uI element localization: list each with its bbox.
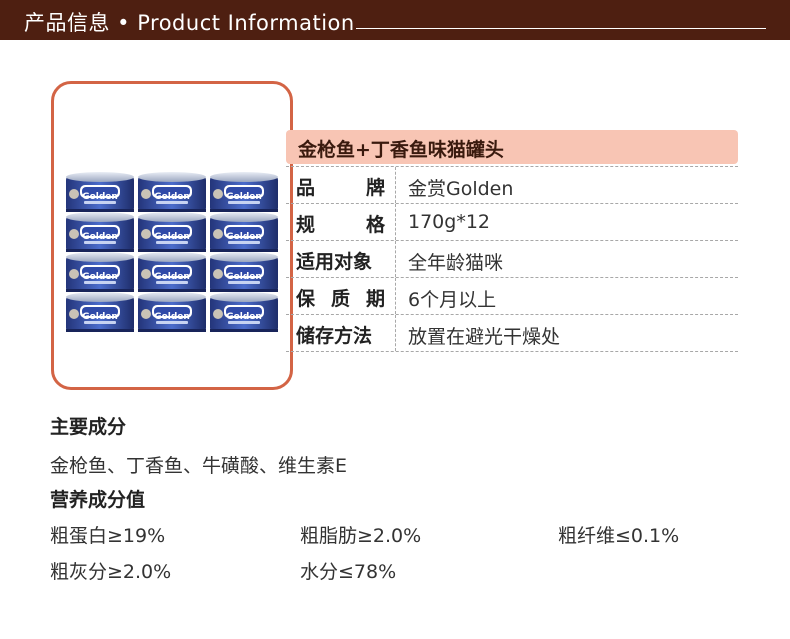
can-label: Golden bbox=[154, 232, 190, 242]
header-divider bbox=[356, 28, 766, 29]
ingredients-text: 金枪鱼、丁香鱼、牛磺酸、维生素E bbox=[50, 455, 348, 477]
product-image-frame: Golden Golden Golden Golden Golden Golde… bbox=[51, 81, 293, 390]
can-label: Golden bbox=[82, 312, 118, 322]
can-label: Golden bbox=[82, 192, 118, 202]
spec-value: 170g*12 bbox=[408, 211, 491, 233]
can-label: Golden bbox=[82, 232, 118, 242]
spec-label: 保 质 期 bbox=[286, 278, 396, 314]
spec-label: 储存方法 bbox=[286, 315, 396, 351]
spec-label: 规 格 bbox=[286, 204, 396, 240]
spec-row-size: 规 格 170g*12 bbox=[286, 204, 738, 241]
can-label: Golden bbox=[226, 312, 262, 322]
can-label: Golden bbox=[82, 272, 118, 282]
spec-label: 品 牌 bbox=[286, 167, 396, 203]
product-image: Golden Golden Golden Golden Golden Golde… bbox=[66, 172, 278, 332]
spec-value: 放置在避光干燥处 bbox=[408, 326, 561, 348]
spec-label: 适用对象 bbox=[286, 241, 396, 277]
can-label: Golden bbox=[226, 272, 262, 282]
spec-value: 6个月以上 bbox=[408, 289, 497, 311]
header-bar: 产品信息 • Product Information bbox=[0, 0, 790, 40]
spec-row-target: 适用对象 全年龄猫咪 bbox=[286, 241, 738, 278]
header-title: 产品信息 • Product Information bbox=[24, 11, 355, 35]
can-label: Golden bbox=[154, 192, 190, 202]
spec-row-shelf-life: 保 质 期 6个月以上 bbox=[286, 278, 738, 315]
nutrition-item: 粗纤维≤0.1% bbox=[558, 525, 680, 547]
spec-row-brand: 品 牌 金赏Golden bbox=[286, 166, 738, 204]
spec-table: 品 牌 金赏Golden 规 格 170g*12 适用对象 全年龄猫咪 保 质 … bbox=[286, 166, 738, 352]
spec-row-storage: 储存方法 放置在避光干燥处 bbox=[286, 315, 738, 352]
nutrition-item: 水分≤78% bbox=[300, 561, 397, 583]
nutrition-item: 粗灰分≥2.0% bbox=[50, 561, 172, 583]
can-label: Golden bbox=[154, 272, 190, 282]
nutrition-heading: 营养成分值 bbox=[50, 489, 146, 511]
spec-value: 全年龄猫咪 bbox=[408, 252, 504, 274]
product-title: 金枪鱼+丁香鱼味猫罐头 bbox=[298, 139, 504, 161]
can-label: Golden bbox=[226, 192, 262, 202]
can-label: Golden bbox=[226, 232, 262, 242]
spec-value: 金赏Golden bbox=[408, 178, 514, 200]
product-title-bar: 金枪鱼+丁香鱼味猫罐头 bbox=[286, 130, 738, 164]
nutrition-item: 粗脂肪≥2.0% bbox=[300, 525, 422, 547]
can-label: Golden bbox=[154, 312, 190, 322]
ingredients-heading: 主要成分 bbox=[50, 416, 127, 438]
nutrition-item: 粗蛋白≥19% bbox=[50, 525, 166, 547]
